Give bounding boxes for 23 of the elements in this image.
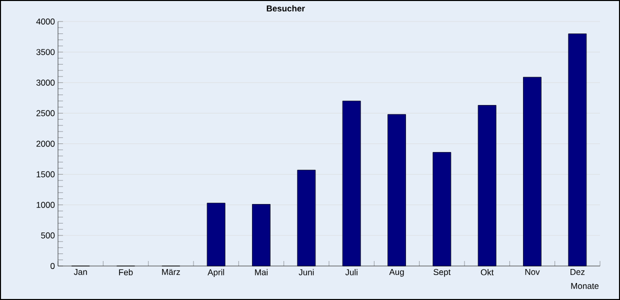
- chart-title: Besucher: [266, 5, 305, 12]
- y-tick-label: 4000: [36, 18, 55, 25]
- x-tick-label: Aug: [389, 269, 404, 277]
- x-tick-label: Nov: [525, 269, 540, 275]
- x-tick-label: Juli: [345, 269, 358, 276]
- x-tick-label: Mai: [255, 269, 268, 276]
- x-tick-label: Sept: [434, 269, 451, 277]
- x-tick-label: Feb: [119, 269, 133, 276]
- x-axis-title: Monate: [571, 283, 599, 289]
- y-tick-label: 3500: [36, 49, 55, 56]
- y-tick-label: 1000: [36, 202, 55, 208]
- x-tick-label: Okt: [480, 269, 494, 276]
- y-tick-label: 2000: [36, 140, 55, 147]
- y-tick-label: 3000: [36, 80, 55, 86]
- x-tick-label: Jan: [74, 269, 87, 275]
- x-tick-label: Juni: [298, 269, 314, 276]
- x-tick-label: April: [208, 269, 224, 277]
- y-tick-label: 1500: [36, 171, 55, 178]
- x-tick-label: Dez: [570, 269, 585, 275]
- y-tick-label: 0: [50, 263, 55, 270]
- x-tick-label: März: [162, 269, 180, 275]
- y-tick-label: 2500: [36, 110, 55, 116]
- y-tick-label: 500: [41, 232, 55, 238]
